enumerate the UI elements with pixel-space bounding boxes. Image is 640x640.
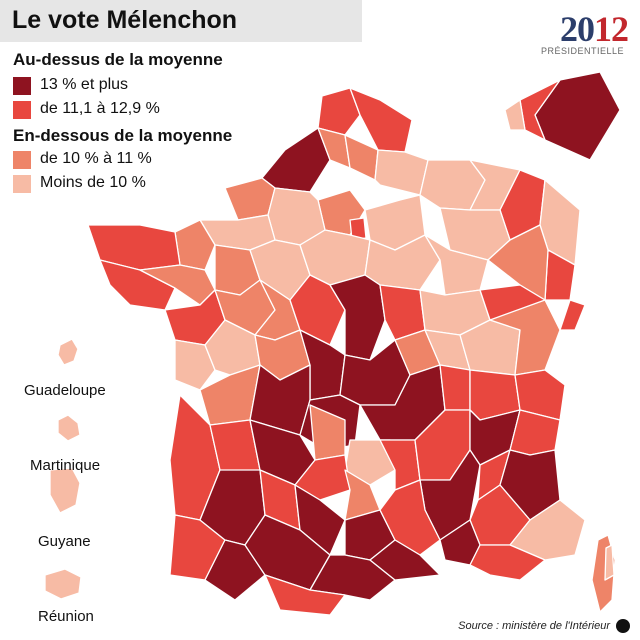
- department-region: [469, 544, 546, 581]
- martinique-shape: [57, 414, 81, 442]
- legend-swatch: [13, 175, 31, 193]
- department-region: [317, 87, 361, 136]
- legend-below-heading: En-dessous de la moyenne: [13, 126, 233, 145]
- title-bar: Le vote Mélenchon: [0, 0, 362, 42]
- badge-year-part2: 12: [594, 9, 629, 49]
- badge-year-part1: 20: [560, 9, 595, 49]
- department-region: [559, 299, 586, 331]
- department-region: [174, 339, 216, 391]
- guadeloupe-shape: [57, 338, 79, 366]
- legend-above-heading: Au-dessus de la moyenne: [13, 50, 223, 69]
- department-region: [329, 274, 386, 361]
- department-region: [374, 149, 429, 196]
- election-badge: 2012 PRÉSIDENTIELLE: [528, 8, 629, 60]
- department-region: [349, 217, 367, 241]
- legend-swatch: [13, 77, 31, 95]
- department-region: [514, 369, 566, 421]
- label-guyane: Guyane: [38, 533, 91, 550]
- department-region: [504, 99, 526, 131]
- legend-label: Moins de 10 %: [40, 174, 146, 191]
- department-region: [261, 127, 331, 193]
- label-guadeloupe: Guadeloupe: [24, 382, 106, 399]
- legend-label: de 10 % à 11 %: [40, 150, 152, 167]
- department-region: [224, 177, 276, 221]
- badge-year: 2012: [560, 8, 629, 50]
- legend-label: de 11,1 à 12,9 %: [40, 100, 160, 117]
- legend-swatch: [13, 151, 31, 169]
- legend-swatch: [13, 101, 31, 119]
- guyane-shape: [49, 467, 81, 514]
- department-region: [294, 484, 346, 556]
- map-title: Le vote Mélenchon: [12, 6, 238, 34]
- department-region: [604, 544, 615, 581]
- department-region: [534, 71, 621, 161]
- department-region: [369, 539, 441, 581]
- department-region: [439, 364, 471, 411]
- publisher-logo-icon: [616, 619, 630, 633]
- label-reunion: Réunion: [38, 608, 94, 625]
- badge-subtitle: PRÉSIDENTIELLE: [540, 46, 624, 56]
- department-region: [294, 454, 351, 501]
- reunion-shape: [44, 568, 82, 600]
- label-martinique: Martinique: [30, 457, 101, 474]
- legend-label: 13 % et plus: [40, 76, 129, 93]
- source-note: Source : ministère de l'Intérieur: [458, 620, 610, 632]
- department-region: [264, 574, 346, 616]
